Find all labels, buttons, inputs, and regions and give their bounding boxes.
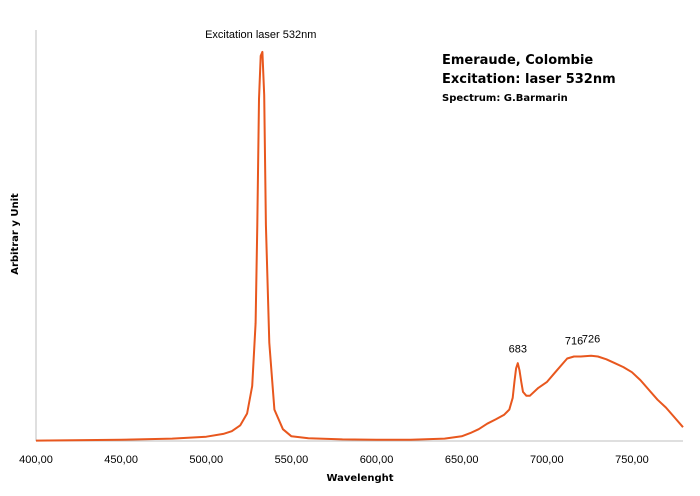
chart-title-line-1: Emeraude, Colombie	[442, 53, 593, 68]
annotation-label: 683	[509, 343, 527, 355]
x-tick-label: 750,00	[615, 454, 649, 466]
x-tick-label: 500,00	[189, 454, 223, 466]
y-axis-title: Arbitrar y Unit	[10, 193, 21, 275]
chart-title-line-3: Spectrum: G.Barmarin	[442, 93, 568, 104]
x-tick-label: 700,00	[530, 454, 564, 466]
x-tick-label: 400,00	[19, 454, 53, 466]
x-tick-labels: 400,00 450,00 500,00 550,00 600,00 650,00 700,…	[19, 454, 649, 466]
annotation-label: 726	[582, 334, 600, 346]
x-tick-label: 550,00	[275, 454, 309, 466]
chart-title-line-2: Excitation: laser 532nm	[442, 72, 616, 87]
x-tick-label: 600,00	[360, 454, 394, 466]
x-tick-label: 650,00	[445, 454, 479, 466]
annotation-label: Excitation laser 532nm	[205, 29, 316, 41]
spectrum-series-line	[35, 50, 684, 442]
x-axis-title: Wavelenght	[326, 473, 393, 484]
annotation-label: 716	[565, 336, 583, 348]
x-tick-label: 450,00	[104, 454, 138, 466]
